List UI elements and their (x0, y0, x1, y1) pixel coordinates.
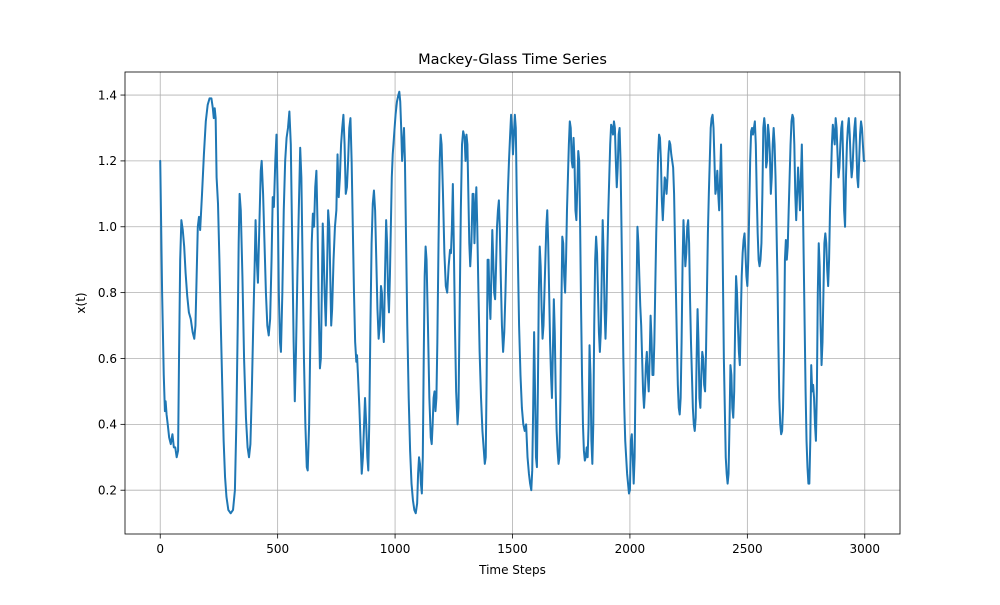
y-tick-label: 0.4 (98, 418, 117, 432)
y-axis: 0.2 0.4 0.6 0.8 1.0 1.2 1.4 (98, 88, 125, 498)
y-axis-label: x(t) (74, 292, 88, 313)
chart-title: Mackey-Glass Time Series (418, 52, 607, 68)
y-tick-label: 1.0 (98, 220, 117, 234)
x-tick-label: 2000 (615, 542, 646, 556)
y-tick-label: 0.2 (98, 484, 117, 498)
x-axis-label: Time Steps (478, 563, 546, 577)
y-tick-label: 0.8 (98, 286, 117, 300)
y-tick-label: 1.4 (98, 88, 117, 102)
x-tick-label: 1000 (380, 542, 411, 556)
x-tick-label: 2500 (732, 542, 763, 556)
x-axis: 0 500 1000 1500 2000 2500 3000 (156, 534, 880, 556)
series-line (159, 90, 866, 515)
x-tick-label: 500 (266, 542, 289, 556)
y-tick-label: 1.2 (98, 154, 117, 168)
y-tick-label: 0.6 (98, 352, 117, 366)
x-tick-label: 1500 (497, 542, 528, 556)
x-tick-label: 3000 (849, 542, 880, 556)
series-layer (159, 90, 866, 515)
x-tick-label: 0 (156, 542, 164, 556)
